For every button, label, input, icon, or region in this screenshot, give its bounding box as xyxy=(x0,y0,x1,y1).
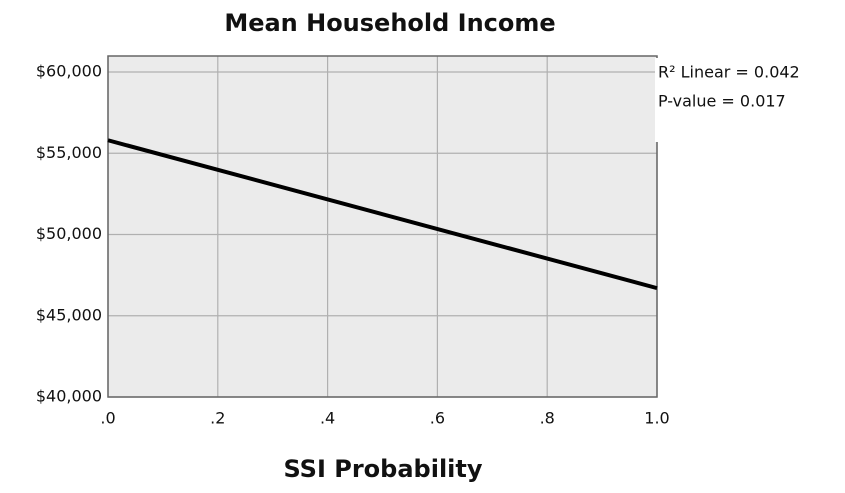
y-tick-label: $45,000 xyxy=(36,305,102,324)
y-tick-label: $55,000 xyxy=(36,143,102,162)
x-tick-label: .0 xyxy=(100,409,115,428)
annotation: R² Linear = 0.042 xyxy=(658,63,800,82)
y-tick-label: $50,000 xyxy=(36,224,102,243)
x-tick-label: .8 xyxy=(540,409,555,428)
x-axis-label: SSI Probability xyxy=(283,455,482,483)
x-tick-label: 1.0 xyxy=(644,409,669,428)
plot-background xyxy=(108,56,657,397)
y-tick-label: $60,000 xyxy=(36,62,102,81)
annotation: P-value = 0.017 xyxy=(658,92,786,111)
x-tick-label: .6 xyxy=(430,409,445,428)
regression-line xyxy=(107,138,658,291)
x-tick-label: .4 xyxy=(320,409,335,428)
x-tick-label: .2 xyxy=(210,409,225,428)
y-tick-label: $40,000 xyxy=(36,387,102,406)
annotation-background xyxy=(655,58,835,142)
plot-border xyxy=(107,55,658,398)
chart-title: Mean Household Income xyxy=(224,9,555,37)
